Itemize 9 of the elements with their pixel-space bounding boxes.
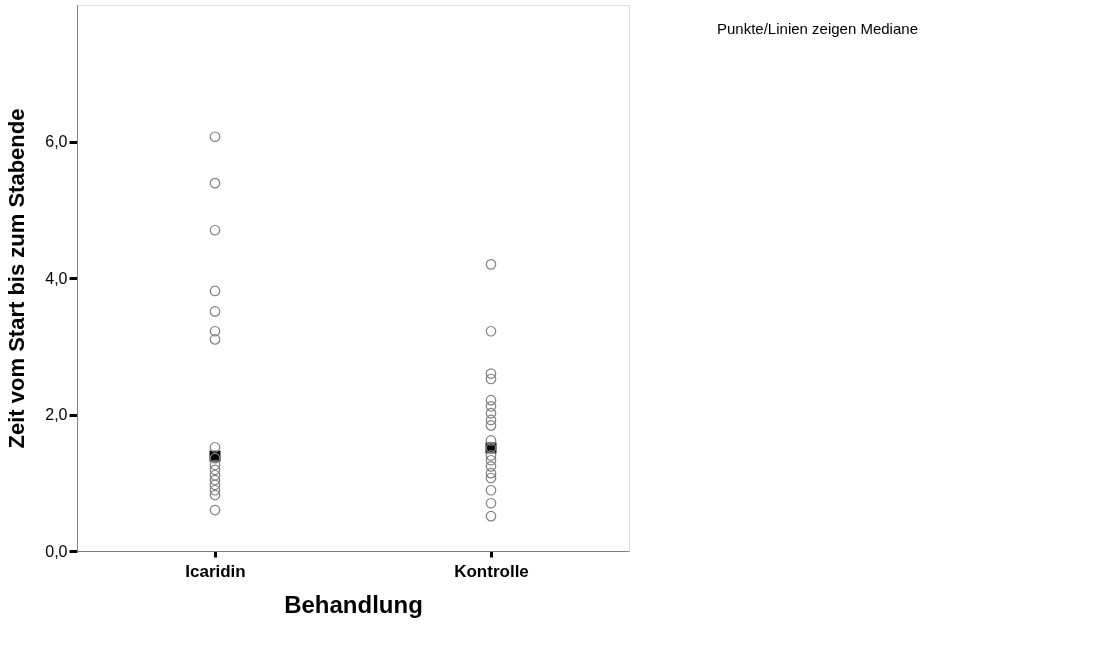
y-tick-label: 2,0 <box>45 406 68 423</box>
y-tick-label: 6,0 <box>45 133 68 150</box>
y-axis-title: Zeit vom Start bis zum Stabende <box>4 108 30 449</box>
y-tick-label: 0,0 <box>45 542 68 560</box>
x-tick-label: Kontrolle <box>454 561 529 581</box>
y-tick-label: 4,0 <box>45 269 68 287</box>
x-tick-label: Icaridin <box>185 561 246 581</box>
text: Punkte/Linien zeigen Mediane <box>717 20 918 37</box>
x-axis-title: Behandlung <box>284 590 423 618</box>
